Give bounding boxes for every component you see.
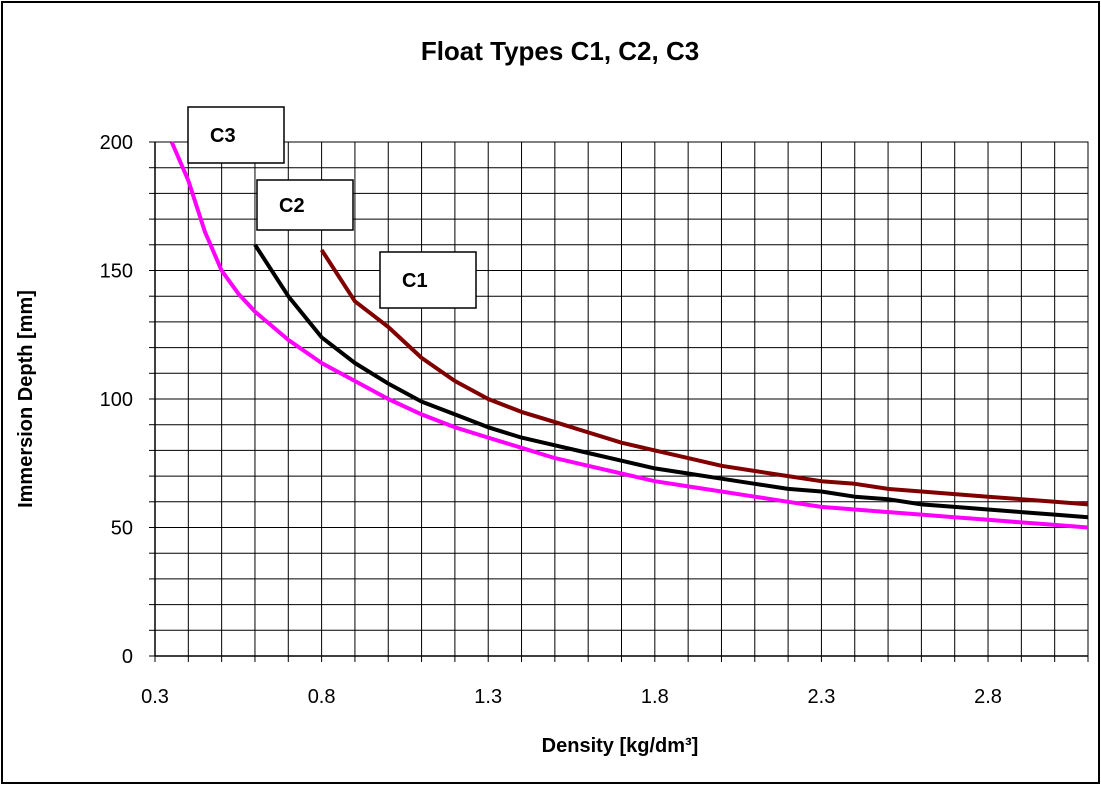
series-label-c1: C1 bbox=[402, 270, 428, 292]
series-line-c1 bbox=[319, 248, 1089, 507]
series-label-box-c2 bbox=[256, 179, 354, 231]
y-tick-label: 0 bbox=[122, 646, 133, 668]
x-tick-label: 2.3 bbox=[808, 686, 836, 708]
x-tick-label: 1.8 bbox=[641, 686, 669, 708]
y-tick-labels: 0 50 100 150 200 bbox=[100, 132, 133, 668]
series-label-c3: C3 bbox=[210, 125, 236, 147]
series-group bbox=[169, 141, 1089, 530]
x-tick-label: 2.8 bbox=[974, 686, 1002, 708]
x-axis-title: Density [kg/dm³] bbox=[542, 735, 699, 757]
y-tick-label: 200 bbox=[100, 132, 133, 154]
y-tick-label: 150 bbox=[100, 261, 133, 283]
x-tick-label: 0.8 bbox=[308, 686, 336, 708]
series-label-box-c1 bbox=[379, 251, 477, 309]
y-tick-label: 50 bbox=[111, 518, 133, 540]
series-label-box-c3 bbox=[187, 106, 285, 164]
x-tick-label: 0.3 bbox=[141, 686, 169, 708]
series-label-c2: C2 bbox=[279, 195, 305, 217]
chart-title: Float Types C1, C2, C3 bbox=[421, 36, 699, 66]
axes bbox=[149, 141, 1089, 662]
series-line-c3 bbox=[169, 141, 1089, 530]
series-labels: C1 C2 C3 bbox=[187, 106, 477, 309]
series-line-c2 bbox=[253, 243, 1089, 520]
y-axis-title: Immersion Depth [mm] bbox=[15, 290, 37, 508]
x-tick-label: 1.3 bbox=[474, 686, 502, 708]
x-tick-labels: 0.3 0.8 1.3 1.8 2.3 2.8 bbox=[141, 686, 1002, 708]
y-tick-label: 100 bbox=[100, 389, 133, 411]
plot-area: C1 C2 C3 bbox=[149, 106, 1089, 662]
